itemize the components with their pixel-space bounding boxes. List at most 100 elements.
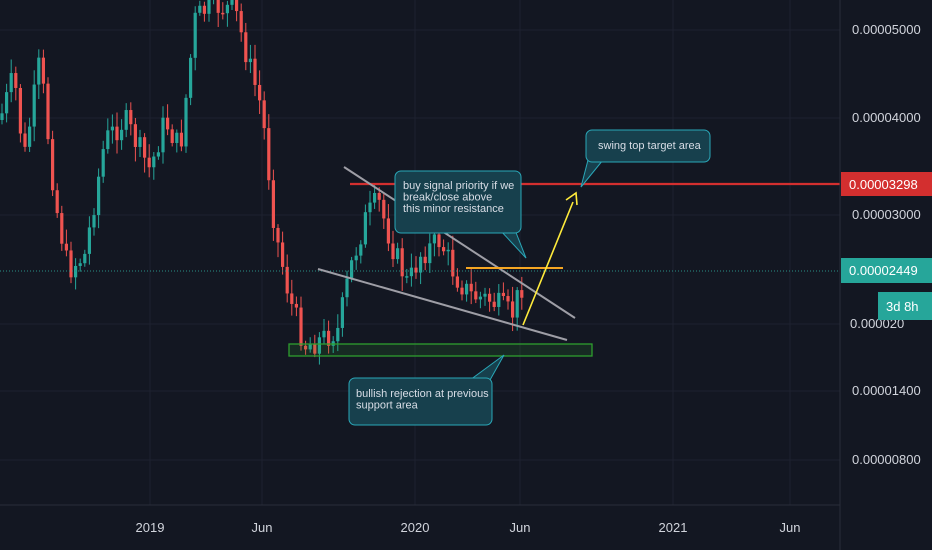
candle-down[interactable] [327, 330, 331, 346]
candle-up[interactable] [37, 57, 41, 85]
candle-up[interactable] [74, 265, 78, 278]
candle-up[interactable] [101, 149, 105, 177]
candle-up[interactable] [515, 290, 519, 318]
candle-up[interactable] [106, 130, 110, 150]
candle-down[interactable] [299, 307, 303, 346]
candle-up[interactable] [92, 215, 96, 228]
candle-down[interactable] [64, 243, 68, 251]
candle-up[interactable] [28, 126, 32, 147]
candle-up[interactable] [432, 234, 436, 244]
candle-down[interactable] [460, 287, 464, 295]
candle-down[interactable] [147, 157, 151, 168]
candle-down[interactable] [262, 100, 266, 129]
candle-up[interactable] [124, 110, 128, 130]
candle-down[interactable] [271, 180, 275, 228]
candle-up[interactable] [248, 58, 252, 63]
candle-down[interactable] [511, 301, 515, 318]
candle-down[interactable] [239, 11, 243, 33]
candle-down[interactable] [488, 293, 492, 302]
candle-up[interactable] [354, 255, 358, 261]
candle-up[interactable] [359, 244, 363, 256]
candle-down[interactable] [18, 87, 22, 134]
candle-down[interactable] [55, 190, 59, 214]
candle-up[interactable] [409, 267, 413, 277]
candle-down[interactable] [382, 199, 386, 219]
candle-up[interactable] [83, 253, 87, 264]
candle-up[interactable] [97, 176, 101, 216]
candle-down[interactable] [451, 249, 455, 277]
candle-up[interactable] [373, 192, 377, 203]
candle-down[interactable] [492, 301, 496, 307]
candle-up[interactable] [152, 156, 156, 168]
candle-up[interactable] [396, 248, 400, 260]
candle-down[interactable] [281, 242, 285, 267]
candle-up[interactable] [308, 343, 312, 350]
candle-up[interactable] [175, 132, 179, 143]
candle-down[interactable] [474, 291, 478, 300]
candle-down[interactable] [455, 276, 459, 288]
candle-up[interactable] [156, 152, 160, 157]
candle-up[interactable] [428, 243, 432, 264]
support-zone[interactable] [288, 343, 593, 357]
candle-down[interactable] [216, 0, 220, 13]
candle-up[interactable] [32, 84, 36, 127]
candle-down[interactable] [244, 32, 248, 63]
candle-down[interactable] [414, 267, 418, 273]
candle-up[interactable] [478, 296, 482, 300]
candle-down[interactable] [166, 117, 170, 130]
candle-down[interactable] [133, 124, 137, 147]
candle-down[interactable] [285, 266, 289, 294]
candle-up[interactable] [198, 5, 202, 13]
candle-up[interactable] [120, 129, 124, 141]
candle-up[interactable] [0, 113, 4, 120]
candle-down[interactable] [400, 248, 404, 277]
candle-up[interactable] [345, 278, 349, 298]
candle-up[interactable] [138, 137, 142, 147]
candle-down[interactable] [60, 213, 64, 244]
candle-down[interactable] [46, 83, 50, 140]
candle-down[interactable] [294, 303, 298, 308]
candle-down[interactable] [423, 256, 427, 264]
candle-down[interactable] [520, 290, 524, 298]
candle-up[interactable] [78, 263, 82, 266]
candle-down[interactable] [377, 192, 381, 200]
candle-down[interactable] [179, 132, 183, 147]
candle-down[interactable] [115, 126, 119, 141]
candle-up[interactable] [5, 92, 9, 114]
candle-up[interactable] [87, 227, 91, 254]
candle-down[interactable] [391, 243, 395, 260]
candle-down[interactable] [304, 345, 308, 350]
candle-up[interactable] [225, 4, 229, 14]
candle-up[interactable] [207, 0, 211, 14]
candle-down[interactable] [267, 128, 271, 181]
candle-down[interactable] [290, 293, 294, 304]
candle-down[interactable] [437, 234, 441, 248]
candle-up[interactable] [363, 212, 367, 245]
candle-down[interactable] [506, 296, 510, 302]
candle-down[interactable] [143, 137, 147, 158]
candle-up[interactable] [405, 276, 409, 278]
candle-down[interactable] [235, 0, 239, 12]
candle-down[interactable] [69, 250, 73, 278]
candle-down[interactable] [221, 12, 225, 15]
candle-down[interactable] [501, 292, 505, 297]
candle-up[interactable] [110, 126, 114, 131]
candle-down[interactable] [129, 110, 133, 125]
candle-up[interactable] [350, 260, 354, 279]
lower-trendline[interactable] [317, 268, 568, 341]
candle-down[interactable] [51, 139, 55, 191]
candle-down[interactable] [202, 5, 206, 14]
candle-down[interactable] [41, 57, 45, 84]
candle-up[interactable] [317, 337, 321, 354]
candle-up[interactable] [9, 73, 13, 93]
candle-up[interactable] [419, 256, 423, 273]
candle-up[interactable] [336, 327, 340, 342]
candle-down[interactable] [469, 283, 473, 292]
candle-up[interactable] [340, 297, 344, 328]
candlestick-series[interactable] [0, 0, 524, 365]
candle-down[interactable] [14, 73, 18, 88]
candle-down[interactable] [442, 247, 446, 252]
candle-up[interactable] [161, 117, 165, 153]
candle-down[interactable] [23, 133, 27, 147]
